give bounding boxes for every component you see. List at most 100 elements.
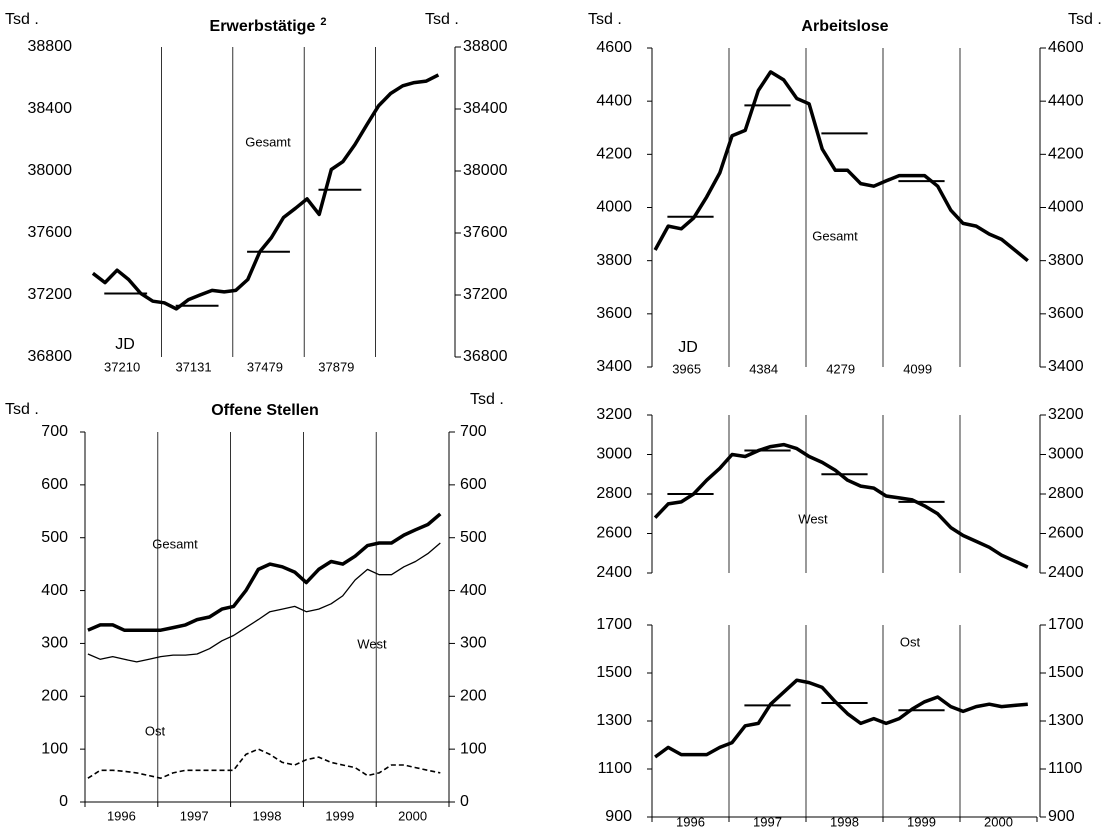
y-axis-unit: Tsd .: [5, 11, 39, 28]
y2-tick-label: 1700: [1048, 616, 1084, 633]
title-text: Arbeitslose: [801, 18, 888, 35]
series-line: [654, 678, 1028, 759]
y-tick-label: 38800: [28, 38, 73, 55]
y-tick-label: 200: [41, 688, 68, 705]
y2-tick-label: 4600: [1048, 39, 1084, 56]
series-label: Ost: [900, 634, 921, 649]
y2-tick-label: 38000: [463, 162, 508, 179]
x-tick-label: 1997: [180, 808, 209, 823]
series-label: West: [798, 511, 828, 526]
x-tick-label: 1998: [253, 808, 282, 823]
chart-title: Arbeitslose: [801, 18, 888, 35]
x-tick-label: 1999: [325, 808, 354, 823]
y-tick-label: 600: [41, 476, 68, 493]
y2-axis-unit: Tsd .: [425, 11, 459, 28]
y-tick-label: 100: [41, 740, 68, 757]
annual-mean-label: 4384: [749, 361, 778, 376]
x-tick-label: 1996: [676, 814, 705, 829]
y2-axis-unit: Tsd .: [470, 391, 504, 408]
y-tick-label: 36800: [28, 348, 73, 365]
y2-tick-label: 200: [460, 688, 487, 705]
y-tick-label: 2800: [596, 485, 632, 502]
y2-tick-label: 300: [460, 635, 487, 652]
series-line: [653, 442, 1029, 569]
y-tick-label: 4400: [596, 92, 632, 109]
title-text: Erwerbstätige: [210, 18, 316, 35]
y2-tick-label: 500: [460, 529, 487, 546]
y-tick-label: 4200: [596, 146, 632, 163]
annual-mean-label: 37479: [247, 359, 283, 374]
annual-mean-label: 37210: [104, 359, 140, 374]
y-tick-label: 3200: [596, 406, 632, 423]
y-axis-unit: Tsd .: [588, 11, 622, 28]
y-tick-label: 500: [41, 529, 68, 546]
y2-tick-label: 0: [460, 793, 469, 810]
y2-tick-label: 3800: [1048, 252, 1084, 269]
y-tick-label: 38000: [28, 162, 73, 179]
series-line: [87, 512, 442, 632]
series-label: Gesamt: [152, 536, 198, 551]
y-tick-label: 3800: [596, 252, 632, 269]
y2-tick-label: 37200: [463, 286, 508, 303]
chart-title: Offene Stellen: [211, 402, 319, 419]
title-text: Offene Stellen: [211, 402, 319, 419]
y-tick-label: 300: [41, 635, 68, 652]
y-tick-label: 38400: [28, 100, 73, 117]
series-line: [653, 70, 1029, 263]
series-line: [91, 73, 440, 311]
annual-mean-label: 3965: [672, 361, 701, 376]
y2-tick-label: 1300: [1048, 712, 1084, 729]
y-tick-label: 4000: [596, 199, 632, 216]
y2-tick-label: 400: [460, 582, 487, 599]
y2-tick-label: 3600: [1048, 305, 1084, 322]
y-tick-label: 2400: [596, 564, 632, 581]
y2-tick-label: 2600: [1048, 525, 1084, 542]
title-footnote: 2: [320, 16, 326, 28]
chart-title: Erwerbstätige 2: [210, 16, 327, 35]
y-tick-label: 37600: [28, 224, 73, 241]
x-tick-label: 2000: [398, 808, 427, 823]
y2-tick-label: 38800: [463, 38, 508, 55]
y-tick-label: 1500: [596, 664, 632, 681]
y2-tick-label: 1500: [1048, 664, 1084, 681]
series-label: Gesamt: [245, 134, 291, 149]
y-tick-label: 0: [59, 793, 68, 810]
annual-mean-heading: JD: [678, 339, 698, 356]
y-tick-label: 3400: [596, 358, 632, 375]
x-tick-label: 1998: [830, 814, 859, 829]
y-tick-label: 3000: [596, 446, 632, 463]
series-label: Ost: [145, 723, 166, 738]
annual-mean-label: 4279: [826, 361, 855, 376]
y2-tick-label: 3400: [1048, 358, 1084, 375]
y2-tick-label: 600: [460, 476, 487, 493]
y2-tick-label: 2400: [1048, 564, 1084, 581]
y2-tick-label: 100: [460, 740, 487, 757]
y2-tick-label: 4200: [1048, 146, 1084, 163]
y2-tick-label: 3000: [1048, 446, 1084, 463]
annual-mean-heading: JD: [115, 336, 135, 353]
y-tick-label: 37200: [28, 286, 73, 303]
y2-tick-label: 900: [1048, 808, 1075, 825]
y2-tick-label: 1100: [1048, 760, 1083, 777]
series-line: [87, 748, 441, 779]
y2-tick-label: 36800: [463, 348, 508, 365]
y-tick-label: 1300: [596, 712, 632, 729]
x-tick-label: 1996: [107, 808, 136, 823]
y2-tick-label: 37600: [463, 224, 508, 241]
y2-tick-label: 2800: [1048, 485, 1084, 502]
x-tick-label: 2000: [984, 814, 1013, 829]
y2-tick-label: 3200: [1048, 406, 1084, 423]
y-tick-label: 4600: [596, 39, 632, 56]
annual-mean-label: 37131: [175, 359, 211, 374]
y-tick-label: 900: [605, 808, 632, 825]
x-tick-label: 1999: [907, 814, 936, 829]
y-tick-label: 1700: [596, 616, 632, 633]
y-tick-label: 3600: [596, 305, 632, 322]
y2-axis-unit: Tsd .: [1068, 11, 1102, 28]
y2-tick-label: 4000: [1048, 199, 1084, 216]
y2-tick-label: 700: [460, 423, 487, 440]
annual-mean-label: 4099: [903, 361, 932, 376]
series-label: West: [357, 636, 387, 651]
y-tick-label: 1100: [598, 760, 633, 777]
